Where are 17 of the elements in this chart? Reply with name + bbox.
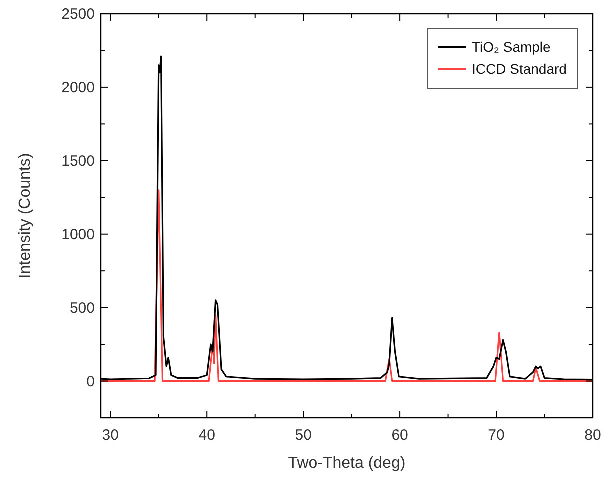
x-tick-label: 80 bbox=[584, 427, 602, 444]
x-tick-label: 30 bbox=[102, 427, 119, 444]
y-tick-label: 1000 bbox=[62, 226, 95, 244]
line-series bbox=[100, 189, 594, 382]
x-tick-label: 40 bbox=[198, 427, 216, 444]
y-tick-label: 0 bbox=[86, 373, 95, 390]
x-axis-title: Two-Theta (deg) bbox=[288, 455, 406, 472]
y-tick-label: 1500 bbox=[62, 152, 95, 170]
x-tick-label: 50 bbox=[295, 427, 312, 444]
y-tick-label: 2000 bbox=[62, 79, 95, 96]
x-tick-label: 60 bbox=[392, 427, 408, 444]
legend-label: ICCD Standard bbox=[472, 61, 567, 77]
x-tick-label: 70 bbox=[488, 427, 505, 444]
y-tick-label: 2500 bbox=[62, 6, 95, 23]
y-tick-label: 500 bbox=[70, 300, 95, 317]
legend-label: TiO₂ Sample bbox=[472, 39, 552, 55]
y-axis-title: Intensity (Counts) bbox=[17, 153, 34, 279]
